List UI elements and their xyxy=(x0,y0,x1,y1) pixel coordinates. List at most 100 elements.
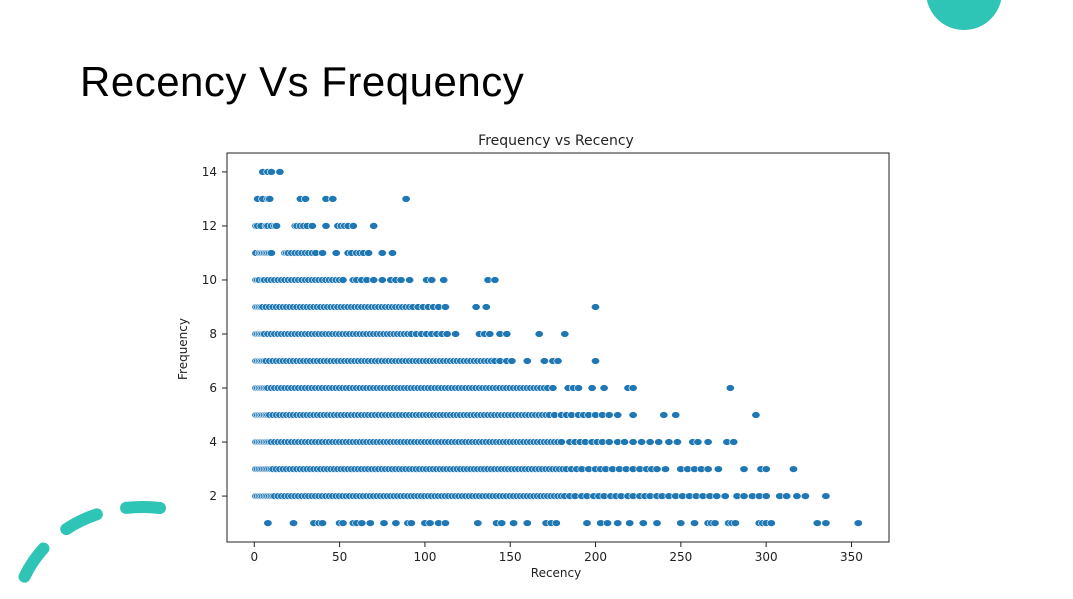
data-point xyxy=(720,492,730,500)
data-point xyxy=(553,357,563,365)
data-point xyxy=(599,384,609,392)
data-point xyxy=(725,384,735,392)
x-tick-label: 50 xyxy=(332,550,347,564)
data-point xyxy=(628,384,638,392)
x-tick-label: 300 xyxy=(755,550,778,564)
data-point xyxy=(654,438,664,446)
data-point xyxy=(473,519,483,527)
x-tick-label: 100 xyxy=(413,550,436,564)
data-point xyxy=(782,492,792,500)
data-point xyxy=(590,357,600,365)
y-tick-label: 6 xyxy=(209,381,217,395)
data-point xyxy=(331,249,341,257)
data-point xyxy=(396,276,406,284)
data-point xyxy=(703,438,713,446)
data-point xyxy=(318,249,328,257)
data-point xyxy=(761,492,771,500)
data-point xyxy=(739,492,749,500)
data-point xyxy=(560,330,570,338)
data-point xyxy=(534,330,544,338)
data-point xyxy=(652,519,662,527)
x-tick-label: 150 xyxy=(499,550,522,564)
chart-canvas: Frequency vs Recency 0 50 100 150 200 250 300 3… xyxy=(176,133,890,580)
data-point xyxy=(391,519,401,527)
data-point xyxy=(548,384,558,392)
data-point xyxy=(265,195,275,203)
data-point xyxy=(672,438,682,446)
y-tick-label: 8 xyxy=(209,327,217,341)
data-point xyxy=(321,222,331,230)
data-point xyxy=(425,519,435,527)
data-point xyxy=(328,195,338,203)
data-point xyxy=(551,519,561,527)
data-point xyxy=(440,303,450,311)
x-tick-label: 350 xyxy=(840,550,863,564)
data-point xyxy=(739,465,749,473)
data-point xyxy=(637,438,647,446)
decorative-dashed-arc xyxy=(9,501,166,599)
data-point xyxy=(625,519,635,527)
data-point xyxy=(369,276,379,284)
data-point xyxy=(792,492,802,500)
data-point xyxy=(266,168,276,176)
data-point xyxy=(406,519,416,527)
y-tick-label: 4 xyxy=(209,435,217,449)
y-tick-label: 14 xyxy=(202,165,217,179)
slide-title: Recency Vs Frequency xyxy=(80,58,525,105)
y-tick-label: 10 xyxy=(202,273,217,287)
data-point xyxy=(377,249,387,257)
data-point xyxy=(710,519,720,527)
data-point xyxy=(451,330,461,338)
data-point xyxy=(365,519,375,527)
data-point xyxy=(338,519,348,527)
data-point xyxy=(664,438,674,446)
data-point xyxy=(712,492,722,500)
data-point xyxy=(853,519,863,527)
data-point xyxy=(628,411,638,419)
data-point xyxy=(604,438,614,446)
data-point xyxy=(272,222,282,230)
data-point xyxy=(604,411,614,419)
x-tick-label: 0 xyxy=(250,550,258,564)
data-point xyxy=(659,411,669,419)
data-point xyxy=(638,519,648,527)
decorative-circle xyxy=(926,0,1002,30)
x-tick-label: 200 xyxy=(584,550,607,564)
data-point xyxy=(369,222,379,230)
data-point xyxy=(485,330,495,338)
data-point xyxy=(812,519,822,527)
data-point xyxy=(800,492,810,500)
data-point xyxy=(405,276,415,284)
data-point xyxy=(590,303,600,311)
data-point xyxy=(613,411,623,419)
data-point xyxy=(660,465,670,473)
data-point xyxy=(539,357,549,365)
data-point xyxy=(338,276,348,284)
data-point xyxy=(289,519,299,527)
x-axis-label: Recency xyxy=(531,566,581,580)
y-tick-label: 12 xyxy=(202,219,217,233)
data-point xyxy=(301,195,311,203)
points-layer xyxy=(251,168,863,527)
data-point xyxy=(573,384,583,392)
data-point xyxy=(730,519,740,527)
data-point xyxy=(471,303,481,311)
data-point xyxy=(693,438,703,446)
data-point xyxy=(522,357,532,365)
data-point xyxy=(613,519,623,527)
data-point xyxy=(587,384,597,392)
data-point xyxy=(713,465,723,473)
data-point xyxy=(388,249,398,257)
data-point xyxy=(377,276,387,284)
data-point xyxy=(490,276,500,284)
data-point xyxy=(582,519,592,527)
data-point xyxy=(729,438,739,446)
data-point xyxy=(275,168,285,176)
y-tick-label: 2 xyxy=(209,489,217,503)
data-point xyxy=(602,519,612,527)
data-point xyxy=(689,519,699,527)
data-point xyxy=(266,249,276,257)
data-point xyxy=(307,222,317,230)
data-point xyxy=(348,222,358,230)
data-point xyxy=(357,519,367,527)
